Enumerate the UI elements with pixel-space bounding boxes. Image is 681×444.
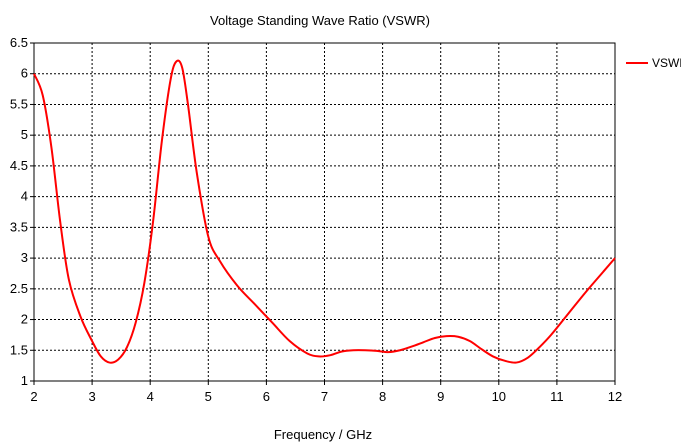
y-tick-label: 2.5: [10, 281, 28, 296]
x-tick-label: 5: [205, 389, 212, 404]
x-tick-label: 11: [550, 389, 564, 404]
y-tick-label: 3: [21, 250, 28, 265]
axis-ticks: 2 3 4 5 6 7 8 9 10 11 12 1 1.5 2 2.5 3 3.5 4 4.5 5 5.5 6 6.5: [10, 35, 622, 404]
legend: VSWR1: [626, 56, 681, 70]
plot-area-frame: [33, 42, 616, 382]
y-tick-label: 6.5: [10, 35, 28, 50]
y-tick-label: 2: [21, 312, 28, 327]
legend-label-vswr1: VSWR1: [652, 56, 681, 70]
y-tick-label: 3.5: [10, 219, 28, 234]
x-tick-label: 2: [30, 389, 37, 404]
x-tick-label: 9: [437, 389, 444, 404]
x-tick-label: 10: [492, 389, 506, 404]
y-tick-label: 1: [21, 373, 28, 388]
y-tick-label: 6: [21, 66, 28, 81]
x-tick-label: 3: [88, 389, 95, 404]
x-tick-label: 6: [263, 389, 270, 404]
series-line-vswr1: [33, 59, 616, 364]
y-tick-label: 1.5: [10, 342, 28, 357]
x-tick-label: 7: [321, 389, 328, 404]
y-tick-label: 4.5: [10, 158, 28, 173]
grid-lines: [34, 43, 615, 381]
y-tick-label: 4: [21, 189, 28, 204]
x-tick-label: 4: [147, 389, 154, 404]
chart-title: Voltage Standing Wave Ratio (VSWR): [210, 13, 430, 28]
series-lines: [33, 59, 616, 364]
x-tick-label: 8: [379, 389, 386, 404]
x-axis-label: Frequency / GHz: [274, 427, 372, 442]
y-tick-label: 5.5: [10, 96, 28, 111]
y-tick-label: 5: [21, 127, 28, 142]
x-tick-label: 12: [608, 389, 622, 404]
